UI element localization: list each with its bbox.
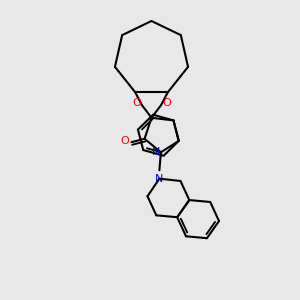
- Text: O: O: [132, 98, 141, 108]
- Text: O: O: [121, 136, 129, 146]
- Text: N: N: [155, 174, 164, 184]
- Text: N: N: [152, 147, 160, 157]
- Text: O: O: [162, 98, 171, 108]
